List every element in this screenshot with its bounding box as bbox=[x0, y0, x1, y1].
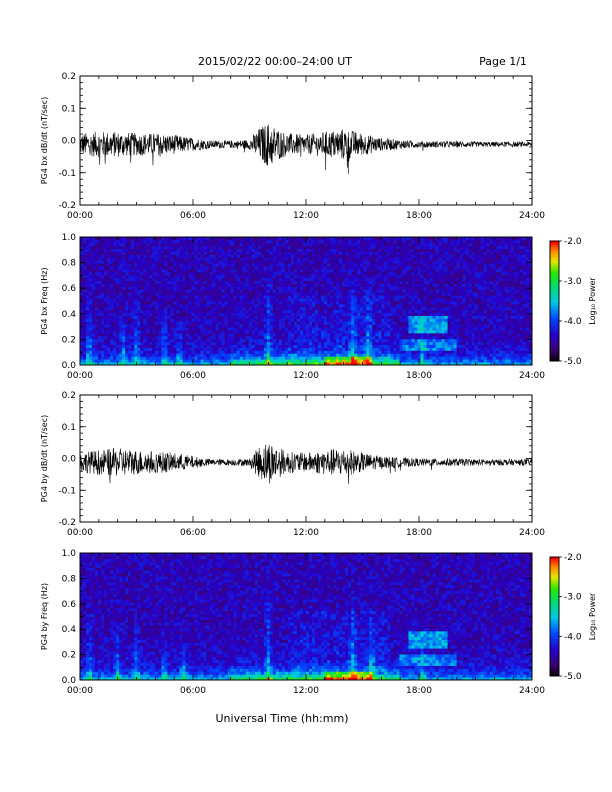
y-tick-label: 0.4 bbox=[62, 310, 77, 320]
x-tick-label: 24:00 bbox=[519, 371, 545, 381]
x-tick-label: 18:00 bbox=[406, 211, 432, 221]
y-tick-label: 1.0 bbox=[62, 233, 77, 243]
y-tick-label: 0.4 bbox=[62, 625, 77, 635]
y-tick-label: -0.2 bbox=[58, 201, 76, 211]
x-tick-label: 00:00 bbox=[67, 371, 93, 381]
y-tick-label: 0.2 bbox=[62, 391, 76, 401]
x-tick-label: 00:00 bbox=[67, 528, 93, 538]
y-axis-label: PG4 by dB/dt (nT/sec) bbox=[40, 415, 49, 502]
colorbar-tick-label: -5.0 bbox=[564, 672, 582, 682]
x-tick-label: 18:00 bbox=[406, 686, 432, 696]
x-tick-label: 24:00 bbox=[519, 211, 545, 221]
colorbar-tick-label: -2.0 bbox=[564, 237, 582, 247]
x-tick-label: 12:00 bbox=[293, 528, 319, 538]
plot-frame bbox=[79, 394, 533, 523]
x-tick-label: 12:00 bbox=[293, 371, 319, 381]
page-number: Page 1/1 bbox=[479, 55, 527, 68]
x-tick-label: 06:00 bbox=[180, 371, 206, 381]
panels: 00:00 06:00 12:00 18:00 24:00 -0.2 -0.1 0.0 0.1 0… bbox=[40, 72, 597, 696]
y-tick-label: 0.1 bbox=[62, 104, 76, 114]
signal-trace bbox=[79, 124, 533, 175]
plot-frame bbox=[79, 75, 533, 206]
colorbar: -2.0 -3.0 -4.0 -5.0 Log₁₀ Power bbox=[549, 553, 597, 682]
spectrogram-panel: -2.0 -3.0 -4.0 -5.0 Log₁₀ Power 00:00 06:00 12:… bbox=[40, 233, 597, 381]
plot-frame bbox=[79, 552, 533, 681]
y-tick-label: 1.0 bbox=[62, 549, 77, 559]
y-axis-label: PG4 bx Freq (Hz) bbox=[40, 267, 49, 334]
x-tick-label: 06:00 bbox=[180, 686, 206, 696]
y-tick-label: 0.0 bbox=[62, 676, 77, 686]
y-tick-label: 0.2 bbox=[62, 651, 76, 661]
figure-title: 2015/02/22 00:00–24:00 UT bbox=[198, 55, 352, 68]
y-tick-label: 0.8 bbox=[62, 574, 77, 584]
y-axis-label: PG4 bx dB/dt (nT/sec) bbox=[40, 97, 49, 184]
y-tick-label: 0.6 bbox=[62, 284, 77, 294]
plot-frame bbox=[79, 236, 533, 366]
x-tick-label: 06:00 bbox=[180, 528, 206, 538]
colorbar-tick-label: -4.0 bbox=[564, 632, 582, 642]
spectrogram-cells bbox=[80, 237, 533, 366]
colorbar-tick-label: -2.0 bbox=[564, 553, 582, 563]
x-tick-label: 18:00 bbox=[406, 371, 432, 381]
signal-trace bbox=[79, 444, 533, 484]
y-tick-label: 0.0 bbox=[62, 361, 77, 371]
y-tick-label: 0.1 bbox=[62, 423, 76, 433]
x-tick-label: 24:00 bbox=[519, 686, 545, 696]
y-tick-label: 0.2 bbox=[62, 335, 76, 345]
y-tick-label: -0.1 bbox=[58, 169, 76, 179]
waveform-panel: 00:00 06:00 12:00 18:00 24:00 -0.2 -0.1 0.0 0.1 0… bbox=[40, 72, 545, 221]
colorbar-tick-label: -5.0 bbox=[564, 357, 582, 367]
x-tick-label: 18:00 bbox=[406, 528, 432, 538]
colorbar-label: Log₁₀ Power bbox=[588, 592, 597, 640]
y-tick-label: -0.1 bbox=[58, 486, 76, 496]
spectrogram-cells bbox=[80, 553, 533, 681]
y-tick-label: 0.8 bbox=[62, 259, 77, 269]
y-tick-label: -0.2 bbox=[58, 518, 76, 528]
colorbar-tick-label: -4.0 bbox=[564, 317, 582, 327]
colorbar-label: Log₁₀ Power bbox=[588, 277, 597, 325]
y-tick-label: 0.0 bbox=[62, 455, 77, 465]
x-tick-label: 12:00 bbox=[293, 211, 319, 221]
colorbar-tick-label: -3.0 bbox=[564, 277, 582, 287]
waveform-panel: 00:00 06:00 12:00 18:00 24:00 -0.2 -0.1 0.0 0.1 0… bbox=[40, 391, 545, 538]
x-axis-label: Universal Time (hh:mm) bbox=[216, 712, 349, 725]
colorbar-tick-label: -3.0 bbox=[564, 593, 582, 603]
y-axis-label: PG4 by Freq (Hz) bbox=[40, 583, 49, 650]
y-tick-label: 0.6 bbox=[62, 600, 77, 610]
colorbar: -2.0 -3.0 -4.0 -5.0 Log₁₀ Power bbox=[549, 237, 597, 367]
x-tick-label: 00:00 bbox=[67, 211, 93, 221]
x-tick-label: 12:00 bbox=[293, 686, 319, 696]
y-tick-label: 0.0 bbox=[62, 137, 77, 147]
x-tick-label: 24:00 bbox=[519, 528, 545, 538]
y-tick-label: 0.2 bbox=[62, 72, 76, 82]
x-tick-label: 00:00 bbox=[67, 686, 93, 696]
spectrogram-panel: -2.0 -3.0 -4.0 -5.0 Log₁₀ Power 00:00 06:00 12:… bbox=[40, 549, 597, 696]
x-tick-label: 06:00 bbox=[180, 211, 206, 221]
